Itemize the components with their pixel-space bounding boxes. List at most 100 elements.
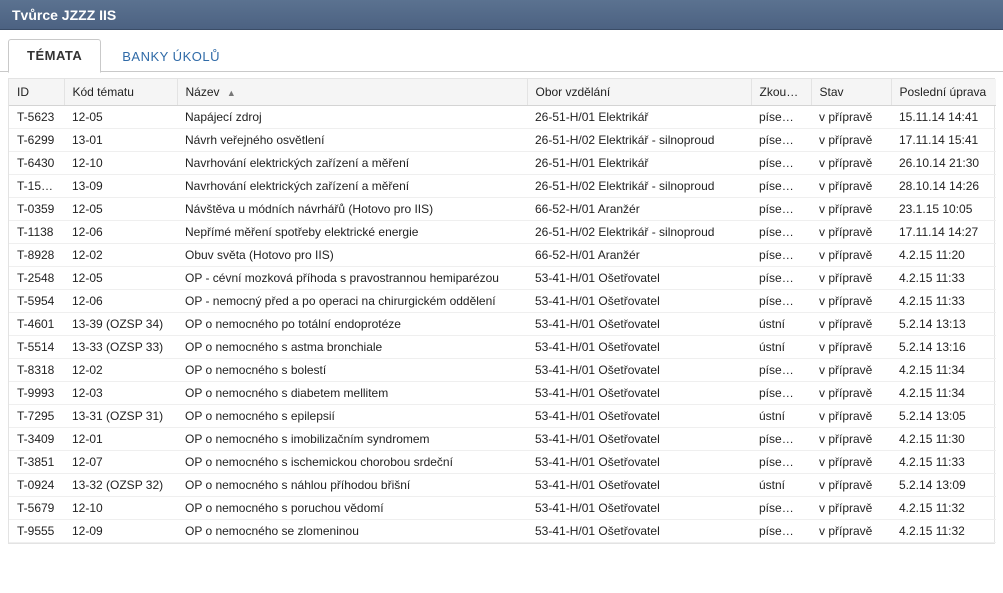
table-row[interactable]: T-955512-09OP o nemocného se zlomeninou5… bbox=[9, 520, 996, 543]
cell-zkouska: písemná bbox=[751, 451, 811, 474]
table-row[interactable]: T-729513-31 (OZSP 31)OP o nemocného s ep… bbox=[9, 405, 996, 428]
cell-obor: 26-51-H/02 Elektrikář - silnoproud bbox=[527, 221, 751, 244]
cell-stav: v přípravě bbox=[811, 405, 891, 428]
cell-posledni-uprava: 4.2.15 11:34 bbox=[891, 359, 996, 382]
cell-zkouska: písemná bbox=[751, 382, 811, 405]
table-row[interactable]: T-562312-05Napájecí zdroj26-51-H/01 Elek… bbox=[9, 106, 996, 129]
cell-obor: 53-41-H/01 Ošetřovatel bbox=[527, 405, 751, 428]
cell-nazev: Navrhování elektrických zařízení a měřen… bbox=[177, 152, 527, 175]
cell-kod-tematu: 12-06 bbox=[64, 290, 177, 313]
cell-id: T-3851 bbox=[9, 451, 64, 474]
cell-id: T-5514 bbox=[9, 336, 64, 359]
cell-id: T-7295 bbox=[9, 405, 64, 428]
cell-posledni-uprava: 23.1.15 10:05 bbox=[891, 198, 996, 221]
cell-id: T-6299 bbox=[9, 129, 64, 152]
table-row[interactable]: T-999312-03OP o nemocného s diabetem mel… bbox=[9, 382, 996, 405]
table-row[interactable]: T-567912-10OP o nemocného s poruchou věd… bbox=[9, 497, 996, 520]
cell-stav: v přípravě bbox=[811, 382, 891, 405]
cell-stav: v přípravě bbox=[811, 520, 891, 543]
cell-zkouska: písemná bbox=[751, 428, 811, 451]
col-posledni-uprava[interactable]: Poslední úprava bbox=[891, 79, 996, 106]
cell-zkouska: písemná bbox=[751, 106, 811, 129]
cell-kod-tematu: 13-32 (OZSP 32) bbox=[64, 474, 177, 497]
grid-container: ID Kód tématu Název ▲ Obor vzdělání Zkou… bbox=[8, 78, 995, 544]
cell-posledni-uprava: 4.2.15 11:33 bbox=[891, 290, 996, 313]
table-row[interactable]: T-113812-06Nepřímé měření spotřeby elekt… bbox=[9, 221, 996, 244]
col-label: Stav bbox=[820, 85, 844, 99]
table-row[interactable]: T-035912-05Návštěva u módních návrhářů (… bbox=[9, 198, 996, 221]
col-label: Kód tématu bbox=[73, 85, 134, 99]
cell-nazev: OP o nemocného s poruchou vědomí bbox=[177, 497, 527, 520]
col-nazev[interactable]: Název ▲ bbox=[177, 79, 527, 106]
cell-id: T-9993 bbox=[9, 382, 64, 405]
cell-nazev: Napájecí zdroj bbox=[177, 106, 527, 129]
cell-kod-tematu: 12-05 bbox=[64, 267, 177, 290]
cell-obor: 53-41-H/01 Ošetřovatel bbox=[527, 497, 751, 520]
cell-id: T-5679 bbox=[9, 497, 64, 520]
cell-nazev: OP o nemocného s náhlou příhodou břišní bbox=[177, 474, 527, 497]
cell-zkouska: písemná bbox=[751, 198, 811, 221]
cell-stav: v přípravě bbox=[811, 106, 891, 129]
table-row[interactable]: T-831812-02OP o nemocného s bolestí53-41… bbox=[9, 359, 996, 382]
cell-zkouska: písemná bbox=[751, 152, 811, 175]
cell-stav: v přípravě bbox=[811, 497, 891, 520]
table-row[interactable]: T-385112-07OP o nemocného s ischemickou … bbox=[9, 451, 996, 474]
table-header: ID Kód tématu Název ▲ Obor vzdělání Zkou… bbox=[9, 79, 996, 106]
cell-obor: 53-41-H/01 Ošetřovatel bbox=[527, 336, 751, 359]
cell-posledni-uprava: 28.10.14 14:26 bbox=[891, 175, 996, 198]
cell-stav: v přípravě bbox=[811, 175, 891, 198]
table-row[interactable]: T-551413-33 (OZSP 33)OP o nemocného s as… bbox=[9, 336, 996, 359]
tab-label: TÉMATA bbox=[27, 48, 82, 63]
cell-nazev: OP o nemocného s imobilizačním syndromem bbox=[177, 428, 527, 451]
cell-obor: 53-41-H/01 Ošetřovatel bbox=[527, 313, 751, 336]
cell-nazev: Obuv světa (Hotovo pro IIS) bbox=[177, 244, 527, 267]
col-id[interactable]: ID bbox=[9, 79, 64, 106]
col-obor[interactable]: Obor vzdělání bbox=[527, 79, 751, 106]
cell-kod-tematu: 12-06 bbox=[64, 221, 177, 244]
cell-kod-tematu: 12-03 bbox=[64, 382, 177, 405]
table-row[interactable]: T-643012-10Navrhování elektrických zaříz… bbox=[9, 152, 996, 175]
cell-id: T-5623 bbox=[9, 106, 64, 129]
cell-id: T-1138 bbox=[9, 221, 64, 244]
table-row[interactable]: T-460113-39 (OZSP 34)OP o nemocného po t… bbox=[9, 313, 996, 336]
cell-id: T-8318 bbox=[9, 359, 64, 382]
tab-banky-ukolu[interactable]: BANKY ÚKOLŮ bbox=[103, 40, 239, 73]
table-row[interactable]: T-1554713-09Navrhování elektrických zaří… bbox=[9, 175, 996, 198]
cell-zkouska: písemná bbox=[751, 520, 811, 543]
cell-posledni-uprava: 5.2.14 13:16 bbox=[891, 336, 996, 359]
cell-id: T-5954 bbox=[9, 290, 64, 313]
table-row[interactable]: T-629913-01Návrh veřejného osvětlení26-5… bbox=[9, 129, 996, 152]
cell-zkouska: písemná bbox=[751, 244, 811, 267]
app-title: Tvůrce JZZZ IIS bbox=[12, 7, 116, 23]
cell-stav: v přípravě bbox=[811, 336, 891, 359]
cell-id: T-6430 bbox=[9, 152, 64, 175]
table-row[interactable]: T-254812-05OP - cévní mozková příhoda s … bbox=[9, 267, 996, 290]
cell-stav: v přípravě bbox=[811, 244, 891, 267]
cell-obor: 53-41-H/01 Ošetřovatel bbox=[527, 520, 751, 543]
table-row[interactable]: T-340912-01OP o nemocného s imobilizační… bbox=[9, 428, 996, 451]
cell-posledni-uprava: 5.2.14 13:13 bbox=[891, 313, 996, 336]
cell-zkouska: písemná bbox=[751, 497, 811, 520]
table-row[interactable]: T-092413-32 (OZSP 32)OP o nemocného s ná… bbox=[9, 474, 996, 497]
cell-zkouska: písemná bbox=[751, 359, 811, 382]
table-row[interactable]: T-595412-06OP - nemocný před a po operac… bbox=[9, 290, 996, 313]
cell-kod-tematu: 12-01 bbox=[64, 428, 177, 451]
cell-posledni-uprava: 4.2.15 11:33 bbox=[891, 451, 996, 474]
cell-kod-tematu: 12-07 bbox=[64, 451, 177, 474]
cell-kod-tematu: 12-05 bbox=[64, 198, 177, 221]
cell-nazev: OP o nemocného s diabetem mellitem bbox=[177, 382, 527, 405]
tab-temata[interactable]: TÉMATA bbox=[8, 39, 101, 73]
col-label: Název bbox=[186, 85, 220, 99]
col-kod-tematu[interactable]: Kód tématu bbox=[64, 79, 177, 106]
col-zkouska[interactable]: Zkouška bbox=[751, 79, 811, 106]
cell-kod-tematu: 13-31 (OZSP 31) bbox=[64, 405, 177, 428]
cell-posledni-uprava: 15.11.14 14:41 bbox=[891, 106, 996, 129]
themes-table: ID Kód tématu Název ▲ Obor vzdělání Zkou… bbox=[9, 79, 996, 543]
table-row[interactable]: T-892812-02Obuv světa (Hotovo pro IIS)66… bbox=[9, 244, 996, 267]
app-titlebar: Tvůrce JZZZ IIS bbox=[0, 0, 1003, 30]
cell-obor: 26-51-H/02 Elektrikář - silnoproud bbox=[527, 175, 751, 198]
app-root: Tvůrce JZZZ IIS TÉMATA BANKY ÚKOLŮ ID Kó… bbox=[0, 0, 1003, 593]
col-stav[interactable]: Stav bbox=[811, 79, 891, 106]
cell-posledni-uprava: 26.10.14 21:30 bbox=[891, 152, 996, 175]
cell-posledni-uprava: 17.11.14 15:41 bbox=[891, 129, 996, 152]
